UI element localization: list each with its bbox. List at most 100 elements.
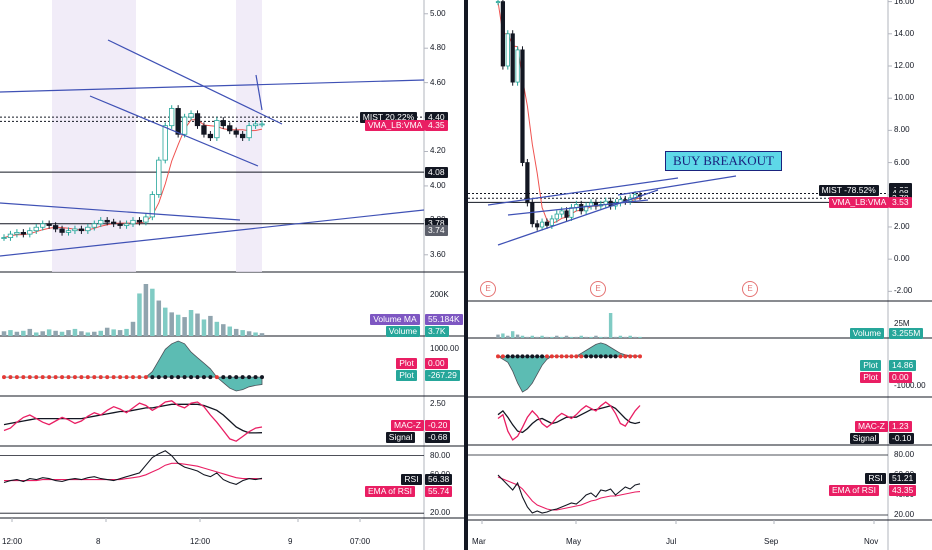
rsi-value-tag: 51.21 [889,473,917,484]
volume-bar [240,330,245,336]
oscillator-zero-dot [584,354,589,359]
oscillator-zero-dot [14,375,19,380]
volume-bar [584,336,588,338]
candle-body [227,125,233,132]
volume-bar [156,300,162,336]
x-tick-label: May [566,537,582,546]
volume-bar [618,335,623,338]
volume-bar [59,331,65,336]
oscillator-zero-dot [2,375,6,380]
y-tick-label: 16.00 [894,0,915,6]
y-tick-label: 5.00 [430,8,446,18]
macz-value-tag: -0.68 [425,432,451,443]
y-tick-label: 3.60 [430,249,446,259]
volume-value-tag: 3.7K [425,326,449,337]
candle-body [559,210,564,215]
oscillator-zero-dot [208,375,213,380]
candle-body [162,125,168,161]
rsi-name-tag: RSI [401,474,422,485]
volume-bar [21,330,26,336]
candle-body [201,125,207,135]
volume-bar [579,335,583,338]
oscillator-name-tag: Plot [860,372,881,383]
volume-bar [545,336,549,338]
left-chart[interactable]: 5.004.804.604.404.204.003.803.604.40MIST… [0,0,464,550]
volume-bar [72,328,78,336]
oscillator-zero-dot [124,375,129,380]
x-tick-label: 8 [96,537,101,546]
volume-bar [162,307,168,336]
right-chart[interactable]: 16.0014.0012.0010.008.006.004.002.000.00… [468,0,932,550]
oscillator-zero-dot [34,375,39,380]
chart-divider[interactable] [464,0,468,550]
oscillator-zero-dot [8,375,13,380]
candle-body [149,194,156,218]
oscillator-zero-dot [221,375,226,380]
volume-bar [66,330,71,336]
candle-body [220,120,226,127]
oscillator-zero-dot [234,375,239,380]
oscillator-zero-dot [618,354,623,359]
rsi-name-tag: EMA of RSI [365,486,415,497]
price-name-tag: VMA_LB:VMA [365,120,426,132]
x-tick-label: 12:00 [190,537,211,546]
oscillator-zero-dot [143,375,148,380]
y-tick-label: 4.00 [430,180,446,190]
volume-bar [535,336,539,338]
candle-body [78,228,85,232]
oscillator-zero-dot [47,375,52,380]
volume-bar [79,331,84,336]
candle-body [259,123,265,126]
x-tick-label: Mar [472,537,486,546]
price-name-tag: MIST -78.52% [818,184,879,196]
candle-body [175,108,181,135]
volume-bar [604,336,608,338]
volume-bar [143,284,149,336]
oscillator-zero-dot [603,354,608,359]
candle-body [207,133,214,139]
earnings-marker: E [480,281,496,297]
oscillator-zero-dot [189,375,194,380]
candle-body [233,130,239,135]
oscillator-value-tag: -267.29 [425,370,460,381]
volume-bar [33,332,39,336]
trendline [0,79,425,93]
oscillator-zero-dot [195,375,200,380]
candle-body [27,230,33,235]
oscillator-zero-dot [240,375,245,380]
oscillator-zero-dot [21,375,26,380]
oscillator-zero-dot [530,354,535,359]
candle-body [59,228,65,233]
right-chart-svg[interactable] [468,0,932,550]
volume-bar [501,333,505,338]
oscillator-zero-dot [27,375,32,380]
oscillator-zero-dot [520,354,525,359]
trendline [107,39,283,125]
oscillator-y-tick-label: -1000.00 [894,381,926,391]
macz-name-tag: MAC-Z [391,420,424,431]
vma-line [497,1,641,224]
volume-bar [515,334,520,338]
oscillator-zero-dot [569,354,574,359]
candle-body [181,116,188,135]
oscillator-zero-dot [554,354,559,359]
x-tick-label: Jul [666,537,677,546]
oscillator-zero-dot [131,375,135,380]
left-chart-svg[interactable] [0,0,464,550]
y-tick-label: 4.20 [430,146,446,156]
volume-bar [589,336,593,338]
volume-bar [496,334,500,338]
rsi-value-tag: 43.35 [889,485,917,496]
volume-bar [564,335,569,338]
volume-bar [111,329,116,336]
y-tick-label: 10.00 [894,93,915,103]
trendline [89,95,259,167]
candle-body [554,213,559,220]
rsi-name-tag: RSI [865,473,886,484]
candle-body [520,49,525,163]
candle-body [239,133,246,139]
volume-bar [104,327,110,336]
rsi-y-tick-label: 80.00 [894,450,915,459]
candle-body [500,1,506,67]
rsi-value-tag: 55.74 [425,486,453,497]
